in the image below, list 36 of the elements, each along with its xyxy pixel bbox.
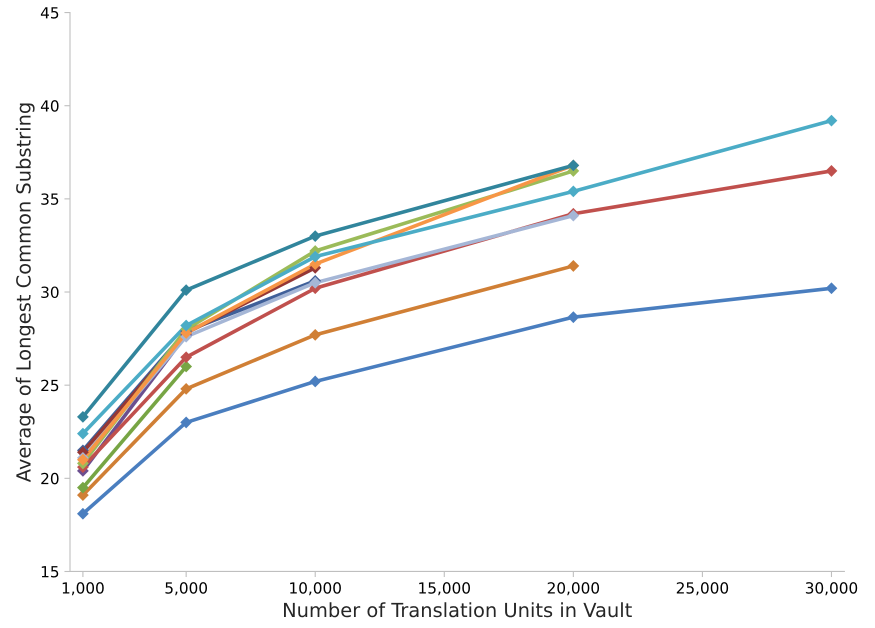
x-tick-label: 1,000 — [62, 582, 104, 596]
x-tick-label: 10,000 — [290, 582, 341, 596]
point — [77, 508, 89, 520]
point — [826, 114, 838, 127]
point — [826, 282, 838, 294]
point — [180, 351, 192, 364]
point — [826, 165, 838, 177]
y-tick-label: 35 — [41, 193, 58, 205]
point — [567, 260, 580, 272]
x-axis-title: Number of Translation Units in Vault — [284, 602, 632, 618]
point — [180, 320, 192, 332]
point — [309, 328, 322, 341]
point — [309, 230, 322, 242]
y-axis-title: Average of Longest Common Substring — [16, 104, 35, 482]
x-tick-label: 25,000 — [676, 582, 728, 596]
y-tick-label: 45 — [40, 7, 58, 19]
y-tick-label: 25 — [41, 380, 58, 392]
point — [567, 311, 580, 324]
point — [180, 383, 192, 395]
x-tick-label: 20,000 — [548, 582, 600, 596]
y-tick-label: 20 — [41, 472, 59, 484]
point — [567, 186, 580, 198]
point — [180, 416, 192, 428]
x-tick-label: 15,000 — [419, 582, 470, 596]
point — [309, 376, 322, 388]
y-tick-label: 15 — [42, 566, 58, 578]
x-tick-label: 30,000 — [806, 582, 858, 596]
point — [180, 360, 192, 372]
point — [77, 482, 89, 494]
point — [77, 410, 89, 423]
point — [309, 250, 322, 263]
y-tick-label: 40 — [40, 100, 59, 112]
y-tick-label: 30 — [41, 286, 59, 298]
point — [180, 284, 192, 296]
x-tick-label: 5,000 — [165, 582, 208, 596]
point — [77, 428, 89, 440]
